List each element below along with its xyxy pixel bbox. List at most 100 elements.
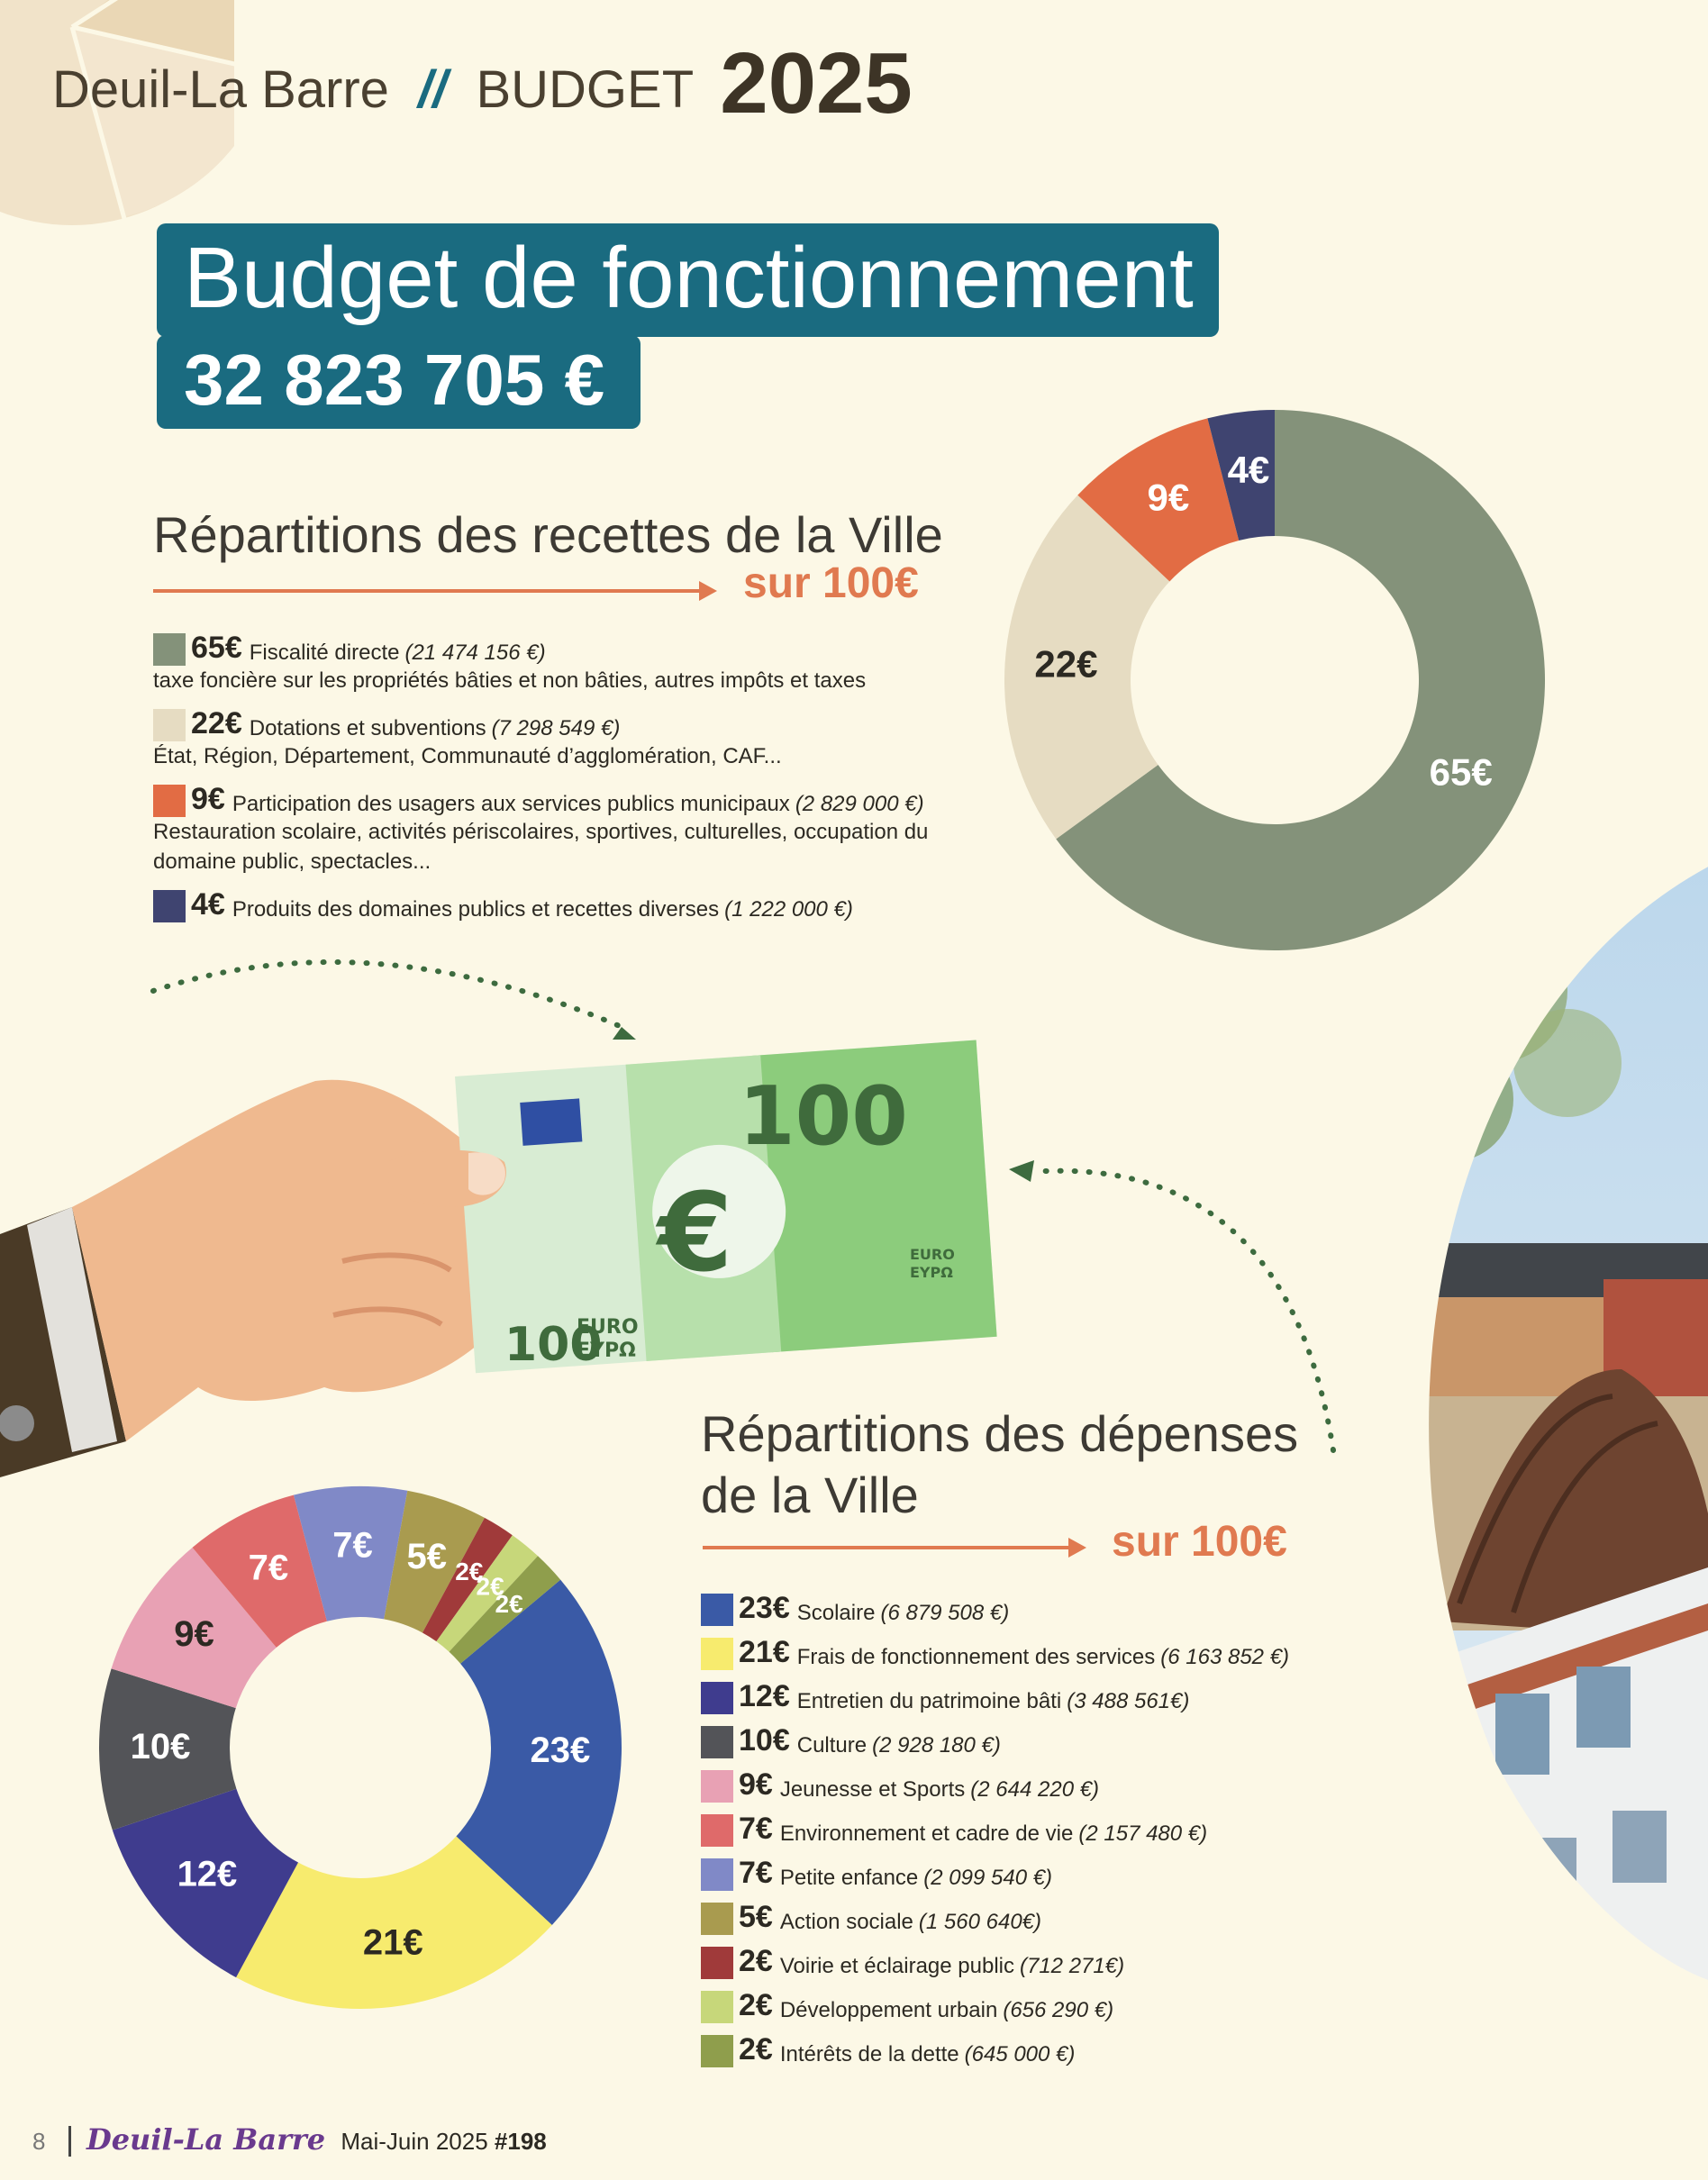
legend-swatch [701,1991,733,2023]
donut-slice-label: 23€ [531,1730,591,1770]
legend-label: Développement urbain [779,1998,998,2022]
banknote-denomination-small: 100 [504,1318,603,1372]
legend-label: Environnement et cadre de vie [779,1821,1074,1846]
banknote-denomination: 100 [739,1069,908,1164]
banknote-eypo-label: EYPΩ [577,1340,636,1362]
donut-slice-label: 5€ [406,1537,447,1576]
banknote-eypo-label-right: EYPΩ [910,1264,953,1281]
legend-amount: (7 298 549 €) [491,716,621,740]
legend-amount: (1 560 640€) [918,1910,1042,1934]
legend-label: Dotations et subventions [249,716,486,740]
legend-swatch [701,1638,733,1670]
legend-value: 7€ [739,1856,773,1890]
donut-slice-label: 2€ [477,1573,505,1601]
legend-swatch [153,709,186,741]
legend-label: Fiscalité directe [249,640,400,665]
legend-row: 23€ Scolaire (6 879 508 €) [701,1582,1385,1626]
donut-slice-label: 22€ [1034,643,1097,686]
legend-row: 9€ Participation des usagers aux services… [153,782,964,817]
depenses-donut-chart: 23€21€12€10€9€7€7€ 5€ 2€2€2€ [98,1486,622,2009]
donut-slice [111,1547,277,1709]
page-header: Deuil-La Barre // BUDGET 2025 [52,34,913,133]
donut-slice-label: 9€ [174,1614,214,1654]
page-footer: 8 Deuil-La Barre Mai-Juin 2025 #198 [32,2122,547,2157]
donut-slice [1077,418,1240,582]
legend-amount: (1 222 000 €) [724,897,853,922]
banknote-euro-label: EURO [577,1316,639,1339]
footer-brand: Deuil-La Barre [86,2122,326,2157]
hand-holding-banknote-illustration: 100 100 EURO EYPΩ EURO EYPΩ € [0,1040,997,1477]
legend-swatch [701,1814,733,1847]
header-budget: BUDGET [476,60,694,119]
recettes-title: Répartitions des recettes de la Ville [153,506,943,563]
legend-swatch [701,1858,733,1891]
donut-slice [98,1668,237,1830]
page-number: 8 [32,2128,46,2155]
legend-value: 2€ [739,2032,773,2066]
legend-value: 65€ [191,631,242,665]
legend-swatch [701,1770,733,1803]
legend-row: 7€ Environnement et cadre de vie (2 157 48… [701,1803,1385,1847]
legend-label: Produits des domaines publics et recette… [232,897,720,922]
legend-row: 7€ Petite enfance (2 099 540 €) [701,1847,1385,1891]
legend-row: 2€ Développement urbain (656 290 €) [701,1979,1385,2023]
banknote-euro-symbol: € [655,1171,733,1296]
legend-value: 12€ [739,1679,790,1713]
donut-slice [449,1556,561,1664]
legend-row: 21€ Frais de fonctionnement des services(… [701,1626,1385,1670]
donut-slice-label: 4€ [1228,449,1270,491]
legend-row: 12€ Entretien du patrimoine bâti (3 488 56… [701,1670,1385,1714]
donut-slice [236,1836,552,2009]
donut-slice [456,1579,622,1926]
legend-amount: (6 879 508 €) [880,1601,1010,1625]
legend-row: 2€ Intérêts de la dette (645 000 €) [701,2023,1385,2067]
dotted-arrow-to-banknote [150,959,636,1040]
legend-amount: (3 488 561€) [1067,1689,1190,1713]
header-separator: // [418,60,448,119]
legend-swatch [701,1947,733,1979]
legend-amount: (2 829 000 €) [795,792,924,816]
legend-label: Scolaire [796,1601,876,1625]
legend-label: Participation des usagers aux services p… [232,792,790,816]
recettes-donut-chart: 65€ 22€ 9€ 4€ [1004,410,1545,950]
decorative-corner-pie [0,0,234,225]
total-amount: 32 823 705 € [157,335,641,429]
dotted-arrow-from-banknote [1009,1160,1336,1453]
legend-label: Frais de fonctionnement des services [796,1645,1156,1669]
footer-divider [68,2126,71,2157]
legend-value: 23€ [739,1591,790,1625]
donut-slice-label: 7€ [332,1526,373,1566]
donut-slice-label: 7€ [249,1548,289,1587]
donut-slice [1207,410,1275,541]
legend-amount: (645 000 €) [964,2042,1076,2066]
legend-swatch [701,1726,733,1758]
legend-value: 9€ [191,782,225,816]
header-city: Deuil-La Barre [52,60,389,119]
legend-amount: (2 099 540 €) [923,1866,1053,1890]
depenses-title-line2: de la Ville [701,1467,919,1523]
legend-swatch [153,890,186,922]
recettes-legend: 65€ Fiscalité directe (21 474 156 €) taxe f… [153,631,964,933]
donut-slice [436,1535,539,1652]
donut-slice [1056,410,1545,950]
donut-slice-label: 10€ [131,1727,191,1767]
legend-row: 4€ Produits des domaines publics et recet… [153,887,964,922]
legend-amount: (2 928 180 €) [872,1733,1001,1758]
donut-slice [293,1486,408,1621]
legend-value: 2€ [739,1988,773,2022]
legend-row: 22€ Dotations et subventions (7 298 549 €) [153,706,964,741]
legend-value: 21€ [739,1635,790,1669]
legend-item: 22€ Dotations et subventions (7 298 549 €)… [153,706,964,771]
page-title: Budget de fonctionnement [157,223,1219,337]
legend-swatch [701,2035,733,2067]
donut-slice-label: 9€ [1148,476,1190,518]
legend-value: 9€ [739,1767,773,1802]
legend-row: 65€ Fiscalité directe (21 474 156 €) [153,631,964,666]
depenses-title-line1: Répartitions des dépenses [701,1405,1299,1462]
legend-amount: (2 644 220 €) [970,1777,1100,1802]
legend-description: Restauration scolaire, activités périsco… [153,820,929,874]
recettes-sur: sur 100€ [743,559,919,607]
footer-issue-number: #198 [494,2128,547,2155]
donut-slice [422,1517,513,1642]
school-playground-photo [1425,865,1708,1982]
